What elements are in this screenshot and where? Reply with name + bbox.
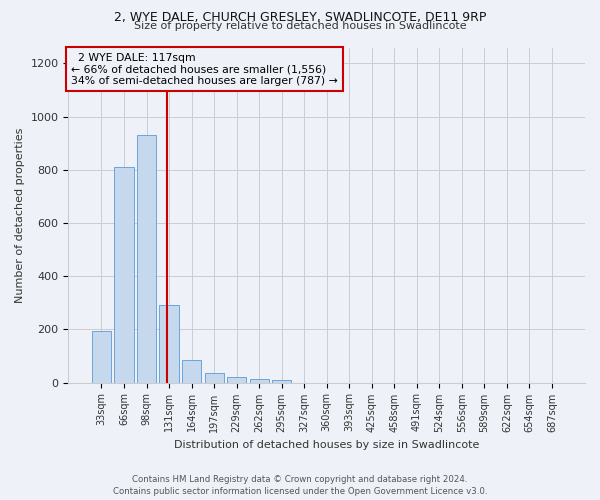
Text: Contains HM Land Registry data © Crown copyright and database right 2024.
Contai: Contains HM Land Registry data © Crown c…	[113, 474, 487, 496]
X-axis label: Distribution of detached houses by size in Swadlincote: Distribution of detached houses by size …	[174, 440, 479, 450]
Bar	[272, 380, 291, 382]
Bar	[92, 330, 111, 382]
Y-axis label: Number of detached properties: Number of detached properties	[15, 128, 25, 302]
Bar	[182, 360, 201, 382]
Bar	[205, 374, 224, 382]
Text: Size of property relative to detached houses in Swadlincote: Size of property relative to detached ho…	[134, 21, 466, 31]
Bar	[250, 378, 269, 382]
Bar	[160, 306, 179, 382]
Text: 2, WYE DALE, CHURCH GRESLEY, SWADLINCOTE, DE11 9RP: 2, WYE DALE, CHURCH GRESLEY, SWADLINCOTE…	[114, 11, 486, 24]
Bar	[137, 136, 156, 382]
Bar	[115, 167, 134, 382]
Bar	[227, 378, 246, 382]
Text: 2 WYE DALE: 117sqm
← 66% of detached houses are smaller (1,556)
34% of semi-deta: 2 WYE DALE: 117sqm ← 66% of detached hou…	[71, 52, 338, 86]
